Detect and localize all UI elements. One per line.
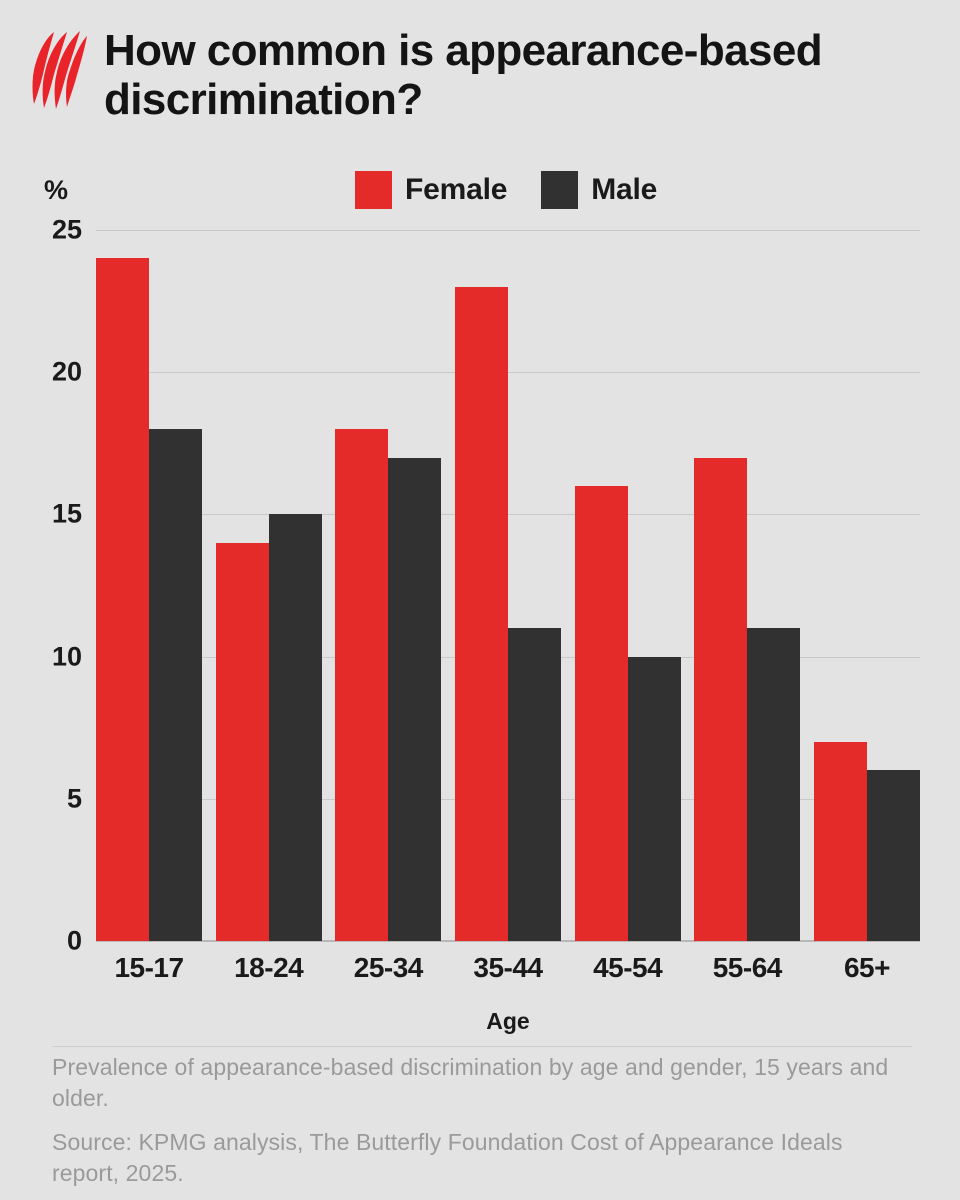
legend-item-male[interactable]: Male (541, 171, 657, 209)
bar-group (96, 230, 202, 941)
bar-female[interactable] (335, 429, 389, 941)
bar-female[interactable] (574, 485, 628, 941)
x-axis-tick-label: 15-17 (114, 952, 184, 983)
bar-female[interactable] (454, 286, 508, 941)
y-axis-tick-label: 20 (51, 356, 82, 387)
y-axis-tick-label: 5 (66, 783, 82, 814)
x-axis-tick-label: 55-64 (712, 952, 783, 983)
chart-header: How common is appearance-based discrimin… (0, 0, 960, 125)
axis-baseline (96, 940, 920, 942)
bar-female[interactable] (215, 542, 269, 941)
bar-female[interactable] (96, 258, 149, 941)
bar-male[interactable] (507, 628, 561, 941)
y-axis-unit-label: % (44, 175, 69, 205)
legend-label-female: Female (405, 173, 508, 206)
page-title: How common is appearance-based discrimin… (104, 26, 823, 125)
legend-swatch-male-icon (541, 171, 579, 209)
bar-male[interactable] (149, 429, 202, 941)
y-axis-tick-label: 0 (66, 925, 82, 956)
sbs-flame-logo-icon (30, 30, 88, 112)
bar-group (335, 230, 442, 941)
x-axis-title: Age (486, 1008, 530, 1034)
y-axis-tick-label: 15 (51, 498, 82, 529)
x-axis-tick-label: 25-34 (353, 952, 424, 983)
legend-swatch-female-icon (355, 171, 392, 209)
bar-male[interactable] (747, 628, 801, 941)
chart-footer: Prevalence of appearance-based discrimin… (52, 1052, 912, 1188)
gridline (96, 230, 920, 231)
bar-group (574, 230, 681, 941)
gridline (96, 372, 920, 374)
legend-label-male: Male (591, 173, 658, 206)
y-axis-tick-label: 10 (51, 641, 82, 672)
bar-group (215, 230, 322, 941)
bar-group (813, 230, 920, 941)
legend-item-female[interactable]: Female (355, 171, 507, 209)
x-axis-tick-label: 35-44 (473, 952, 543, 983)
bar-male[interactable] (866, 770, 920, 941)
x-axis-tick-label: 45-54 (593, 952, 663, 983)
y-axis-tick-label: 25 (51, 214, 82, 245)
footer-divider (52, 1046, 912, 1047)
bar-group (454, 230, 561, 941)
chart-legend: Female Male (355, 171, 657, 209)
x-axis-tick-label: 18-24 (234, 952, 304, 983)
footnote-source: Source: KPMG analysis, The Butterfly Fou… (52, 1129, 843, 1186)
x-axis-labels: 15-17 18-24 25-34 35-44 45-54 55-64 65+ (96, 952, 920, 984)
bar-male[interactable] (627, 656, 681, 941)
bar-male[interactable] (268, 514, 322, 941)
x-axis-tick-label: 65+ (843, 952, 891, 983)
gridline (96, 514, 920, 516)
bar-male[interactable] (388, 457, 442, 941)
bar-group (694, 230, 801, 941)
bar-female[interactable] (813, 741, 867, 941)
bar-female[interactable] (694, 457, 748, 941)
plot-area: 0 5 10 15 20 25 (52, 215, 920, 956)
bar-chart: % 0 5 10 15 20 25 15-17 18-24 25-34 35-44 45-54 55… (44, 175, 920, 1034)
footnote-description: Prevalence of appearance-based discrimin… (52, 1054, 889, 1111)
bar-groups (96, 230, 920, 941)
